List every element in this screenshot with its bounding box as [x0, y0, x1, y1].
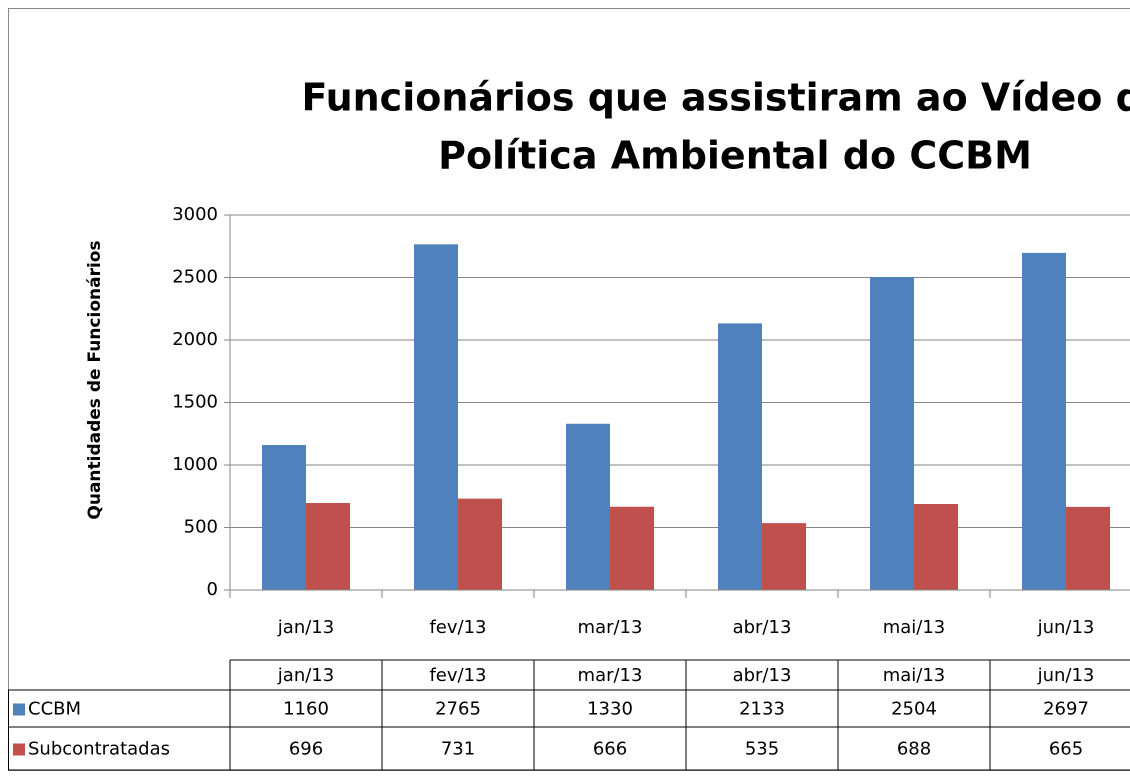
table-cell: 665	[1049, 739, 1083, 760]
legend-swatch	[13, 743, 25, 756]
chart-title: Funcionários que assistiram ao Vídeo da	[302, 76, 1130, 120]
table-cell: 666	[593, 739, 627, 760]
table-header: jan/13	[277, 665, 334, 686]
table-cell: 2765	[435, 699, 481, 720]
table-header: jun/13	[1037, 665, 1095, 686]
y-tick-label: 0	[207, 579, 218, 600]
table-header: mar/13	[578, 665, 643, 686]
table-cell: 731	[441, 739, 475, 760]
bar	[1066, 506, 1110, 590]
bar	[306, 503, 350, 590]
x-tick-label: jan/13	[277, 617, 334, 638]
bar	[870, 277, 914, 590]
bar	[762, 523, 806, 590]
x-tick-label: jun/13	[1037, 617, 1095, 638]
bar	[914, 504, 958, 590]
table-cell: 535	[745, 739, 779, 760]
x-tick-label: abr/13	[733, 617, 792, 638]
bar	[458, 498, 502, 590]
chart-border	[8, 8, 1130, 771]
table-cell: 2504	[891, 699, 937, 720]
bar	[262, 445, 306, 590]
chart-title: Política Ambiental do CCBM	[438, 134, 1032, 178]
table-cell: 696	[289, 739, 323, 760]
bar	[566, 423, 610, 590]
bar	[610, 506, 654, 590]
bar	[718, 323, 762, 590]
table-header: abr/13	[733, 665, 792, 686]
bar	[414, 244, 458, 590]
table-cell: 2133	[739, 699, 785, 720]
table-cell: 1160	[283, 699, 329, 720]
bar	[1022, 252, 1066, 590]
table-header: mai/13	[883, 665, 946, 686]
y-axis-label: Quantidades de Funcionários	[85, 240, 105, 519]
table-cell: 2697	[1043, 699, 1089, 720]
y-tick-label: 1500	[172, 392, 218, 413]
table-cell: 688	[897, 739, 931, 760]
y-tick-label: 2000	[172, 329, 218, 350]
y-tick-label: 1000	[172, 454, 218, 475]
table-header: fev/13	[429, 665, 486, 686]
legend-label: CCBM	[28, 699, 81, 720]
x-tick-label: fev/13	[429, 617, 486, 638]
y-tick-label: 3000	[172, 204, 218, 225]
x-tick-label: mar/13	[578, 617, 643, 638]
x-tick-label: mai/13	[883, 617, 946, 638]
legend-swatch	[13, 703, 25, 716]
y-tick-label: 2500	[172, 267, 218, 288]
y-tick-label: 500	[184, 517, 218, 538]
legend-label: Subcontratadas	[28, 739, 170, 760]
table-cell: 1330	[587, 699, 633, 720]
